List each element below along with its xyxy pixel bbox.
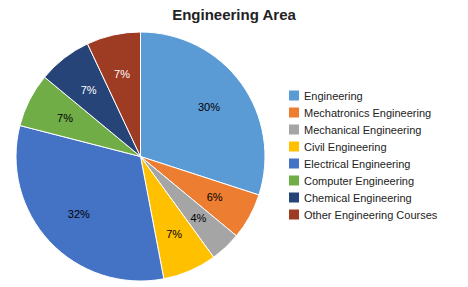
slice bbox=[16, 126, 164, 281]
legend-label: Electrical Engineering bbox=[304, 158, 410, 170]
chart: Engineering Area 30% 6%4% 7% 32% 7% 7% 7% Engine… bbox=[0, 0, 468, 287]
pie bbox=[16, 32, 265, 281]
legend-label: Chemical Engineering bbox=[304, 192, 412, 204]
legend-swatch bbox=[289, 210, 299, 220]
legend-item: Engineering bbox=[289, 90, 363, 102]
legend-label: Civil Engineering bbox=[304, 141, 387, 153]
data-label: 7% bbox=[114, 68, 130, 80]
data-label: 32% bbox=[68, 208, 90, 220]
data-labels: 30% 6%4% 7% 32% 7% 7% 7% bbox=[57, 68, 223, 240]
legend-swatch bbox=[289, 193, 299, 203]
data-label: 7% bbox=[57, 112, 73, 124]
legend-item: Chemical Engineering bbox=[289, 192, 412, 204]
data-label: 7% bbox=[166, 228, 182, 240]
legend-item: Computer Engineering bbox=[289, 175, 414, 187]
legend-swatch bbox=[289, 108, 299, 118]
data-label: 30% bbox=[198, 101, 220, 113]
legend-item: Mechatronics Engineering bbox=[289, 107, 431, 119]
legend-label: Engineering bbox=[304, 90, 363, 102]
legend-swatch bbox=[289, 159, 299, 169]
legend: Engineering Mechatronics Engineering Mecha… bbox=[289, 90, 438, 221]
legend-item: Civil Engineering bbox=[289, 141, 387, 153]
legend-swatch bbox=[289, 91, 299, 101]
data-label: 7% bbox=[81, 84, 97, 96]
legend-label: Mechatronics Engineering bbox=[304, 107, 431, 119]
legend-swatch bbox=[289, 176, 299, 186]
title: Engineering Area bbox=[172, 6, 296, 23]
legend-item: Other Engineering Courses bbox=[289, 209, 438, 221]
legend-swatch bbox=[289, 142, 299, 152]
legend-item: Mechanical Engineering bbox=[289, 124, 421, 136]
legend-label: Other Engineering Courses bbox=[304, 209, 438, 221]
legend-item: Electrical Engineering bbox=[289, 158, 410, 170]
legend-label: Mechanical Engineering bbox=[304, 124, 421, 136]
data-label: 6% bbox=[207, 191, 223, 203]
data-label: 4% bbox=[191, 212, 207, 224]
legend-label: Computer Engineering bbox=[304, 175, 414, 187]
legend-swatch bbox=[289, 125, 299, 135]
